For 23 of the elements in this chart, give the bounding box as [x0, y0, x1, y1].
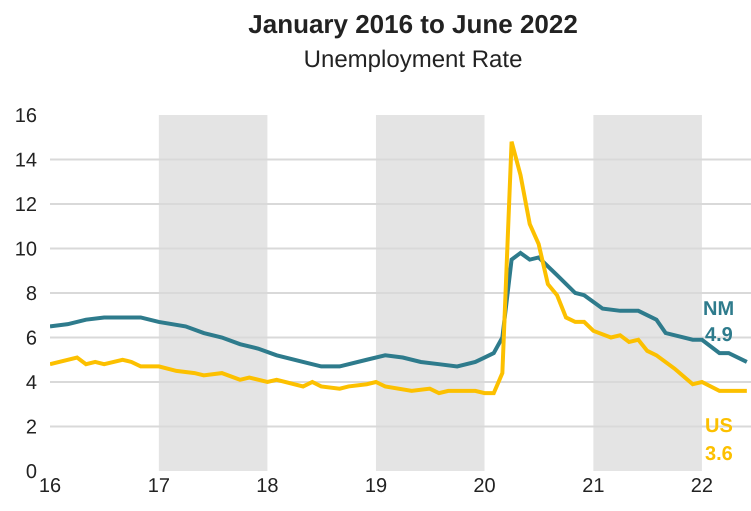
chart-title: January 2016 to June 2022: [248, 9, 578, 40]
y-tick-label: 16: [14, 105, 37, 127]
y-tick-label: 0: [26, 461, 37, 483]
x-tick-label: 18: [256, 475, 279, 497]
x-tick-label: 21: [582, 475, 604, 497]
chart-subtitle: Unemployment Rate: [304, 46, 522, 74]
y-tick-label: 8: [26, 283, 37, 305]
series-label: NM: [703, 298, 734, 320]
line-series: [50, 140, 749, 396]
y-tick-label: 14: [14, 150, 37, 172]
line-series: [50, 250, 749, 368]
x-tick-label: 17: [148, 475, 170, 497]
x-tick-label: 19: [364, 475, 388, 497]
y-tick-label: 6: [26, 328, 37, 350]
series-label: US: [705, 415, 733, 437]
y-tick-label: 10: [14, 238, 37, 260]
data-label: 3.6: [705, 443, 733, 465]
y-tick-label: 4: [26, 372, 37, 394]
x-tick-label: 22: [690, 475, 714, 497]
y-tick-label: 12: [14, 194, 37, 216]
x-tick-label: 20: [473, 475, 496, 497]
data-label: 4.9: [705, 324, 733, 346]
y-tick-label: 2: [26, 416, 37, 438]
